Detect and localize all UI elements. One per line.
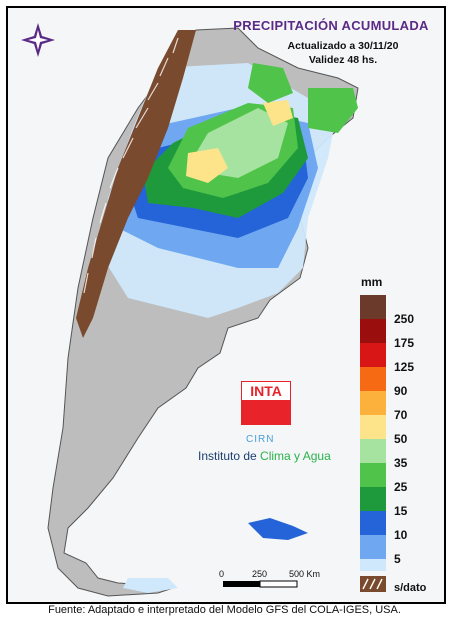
precip-green-north	[248, 63, 293, 103]
legend-swatch-70	[360, 391, 386, 415]
legend-color-bar	[360, 295, 386, 571]
institute-name: Instituto de Clima y Agua	[198, 449, 331, 463]
legend-swatch-175	[360, 319, 386, 343]
institute-accent: Clima y Agua	[260, 449, 331, 463]
scale-label-500: 500 Km	[289, 569, 321, 579]
scale-bar	[223, 580, 298, 588]
precip-yellow-50	[186, 148, 228, 183]
legend-tick-15: 15	[394, 504, 408, 518]
scale-label-250: 250	[252, 569, 268, 579]
legend-tick-70: 70	[394, 408, 408, 422]
andes-no-data-band	[76, 30, 196, 338]
tierra-del-fuego	[123, 578, 178, 593]
legend-tick-125: 125	[394, 360, 415, 374]
legend-swatch-125	[360, 343, 386, 367]
legend-tick-35: 35	[394, 456, 408, 470]
map-frame: PRECIPITACIÓN ACUMULADA Actualizado a 30…	[6, 6, 446, 604]
legend-swatch-15	[360, 487, 386, 511]
legend-tick-90: 90	[394, 384, 408, 398]
legend-swatch-250	[360, 295, 386, 319]
no-data-swatch-icon	[360, 576, 386, 592]
legend-tick-5: 5	[394, 552, 401, 566]
andes-no-data-hatch	[83, 37, 179, 294]
legend-tick-50: 50	[394, 432, 408, 446]
precip-yellow-50b	[263, 100, 293, 126]
precipitation-map	[21, 23, 386, 597]
malvinas-islands	[248, 518, 308, 540]
legend-swatch-25	[360, 463, 386, 487]
cirn-label: CIRN	[246, 434, 275, 445]
legend-unit: mm	[361, 275, 383, 289]
legend-tick-250: 250	[394, 312, 415, 326]
legend-swatch-35	[360, 439, 386, 463]
legend-tick-175: 175	[394, 336, 415, 350]
institute-prefix: Instituto de	[198, 449, 261, 463]
validity-period: Validez 48 hs.	[308, 54, 378, 66]
legend-no-data-label: s/dato	[394, 582, 427, 594]
inta-logo-text: INTA	[241, 381, 291, 401]
legend-swatch-5	[360, 535, 386, 559]
legend-swatch-lowest	[360, 559, 386, 571]
footer-source: Fuente: Adaptado e interpretado del Mode…	[48, 604, 401, 616]
legend-tick-10: 10	[394, 528, 408, 542]
compass-rose-icon	[21, 23, 55, 57]
precip-green-ne	[308, 88, 358, 133]
legend-swatch-50	[360, 415, 386, 439]
inta-logo: INTA	[241, 381, 291, 425]
legend-tick-25: 25	[394, 480, 408, 494]
legend-swatch-90	[360, 367, 386, 391]
scale-label-0: 0	[219, 569, 225, 579]
updated-date: Actualizado a 30/11/20	[287, 40, 399, 52]
map-title: PRECIPITACIÓN ACUMULADA	[233, 18, 429, 33]
legend-swatch-10	[360, 511, 386, 535]
